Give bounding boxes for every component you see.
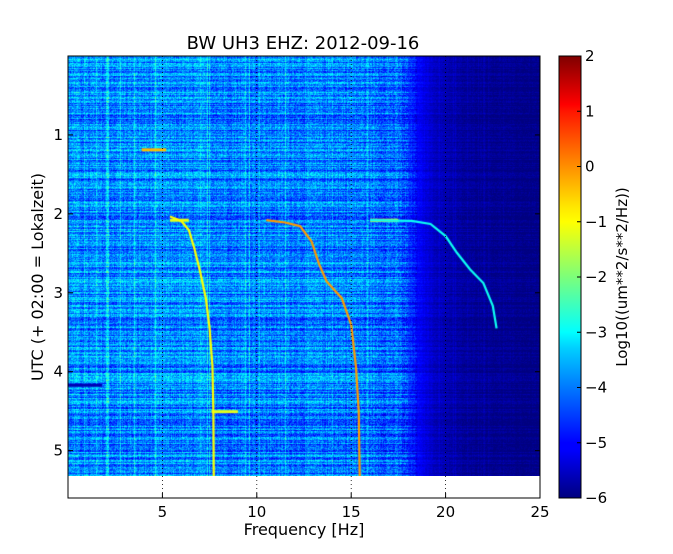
colorbar-tick-label: −3 <box>585 323 607 341</box>
plot-area: 5 10 15 20 25 1 2 3 4 5 <box>53 55 550 521</box>
y-tick-label: 1 <box>53 126 63 144</box>
colorbar-tick-label: 1 <box>585 102 595 120</box>
colorbar: 2 1 0 −1 −2 −3 −4 −5 −6 Log10((um**2/s**2/Hz)) <box>558 47 631 507</box>
y-tick-label: 5 <box>53 442 63 460</box>
grid-lines <box>161 56 447 498</box>
x-tick-label: 20 <box>436 503 455 521</box>
colorbar-tick-label: −4 <box>585 379 607 397</box>
y-axis-label: UTC (+ 02:00 = Lokalzeit) <box>28 173 47 381</box>
y-tick-label: 2 <box>53 205 63 223</box>
colorbar-tick-label: −5 <box>585 434 607 452</box>
y-tick-label: 4 <box>53 363 63 381</box>
spectrogram-heatmap <box>68 56 540 476</box>
x-tick-label: 5 <box>158 503 168 521</box>
colorbar-tick-label: −1 <box>585 213 607 231</box>
plot-frame <box>67 55 541 499</box>
x-axis-label: Frequency [Hz] <box>244 520 365 539</box>
chart-title: BW UH3 EHZ: 2012-09-16 <box>187 33 420 54</box>
colorbar-ticks: 2 1 0 −1 −2 −3 −4 −5 −6 <box>577 47 607 507</box>
y-ticks: 1 2 3 4 5 <box>53 126 540 460</box>
x-tick-label: 10 <box>247 503 266 521</box>
y-tick-label: 3 <box>53 284 63 302</box>
colorbar-tick-label: 0 <box>585 158 595 176</box>
colorbar-tick-label: −2 <box>585 268 607 286</box>
x-ticks: 5 10 15 20 25 <box>158 493 550 521</box>
colorbar-tick-label: −6 <box>585 489 607 507</box>
x-tick-label: 25 <box>530 503 549 521</box>
colorbar-tick-label: 2 <box>585 47 595 65</box>
colorbar-label: Log10((um**2/s**2/Hz)) <box>613 187 631 367</box>
x-tick-label: 15 <box>342 503 361 521</box>
